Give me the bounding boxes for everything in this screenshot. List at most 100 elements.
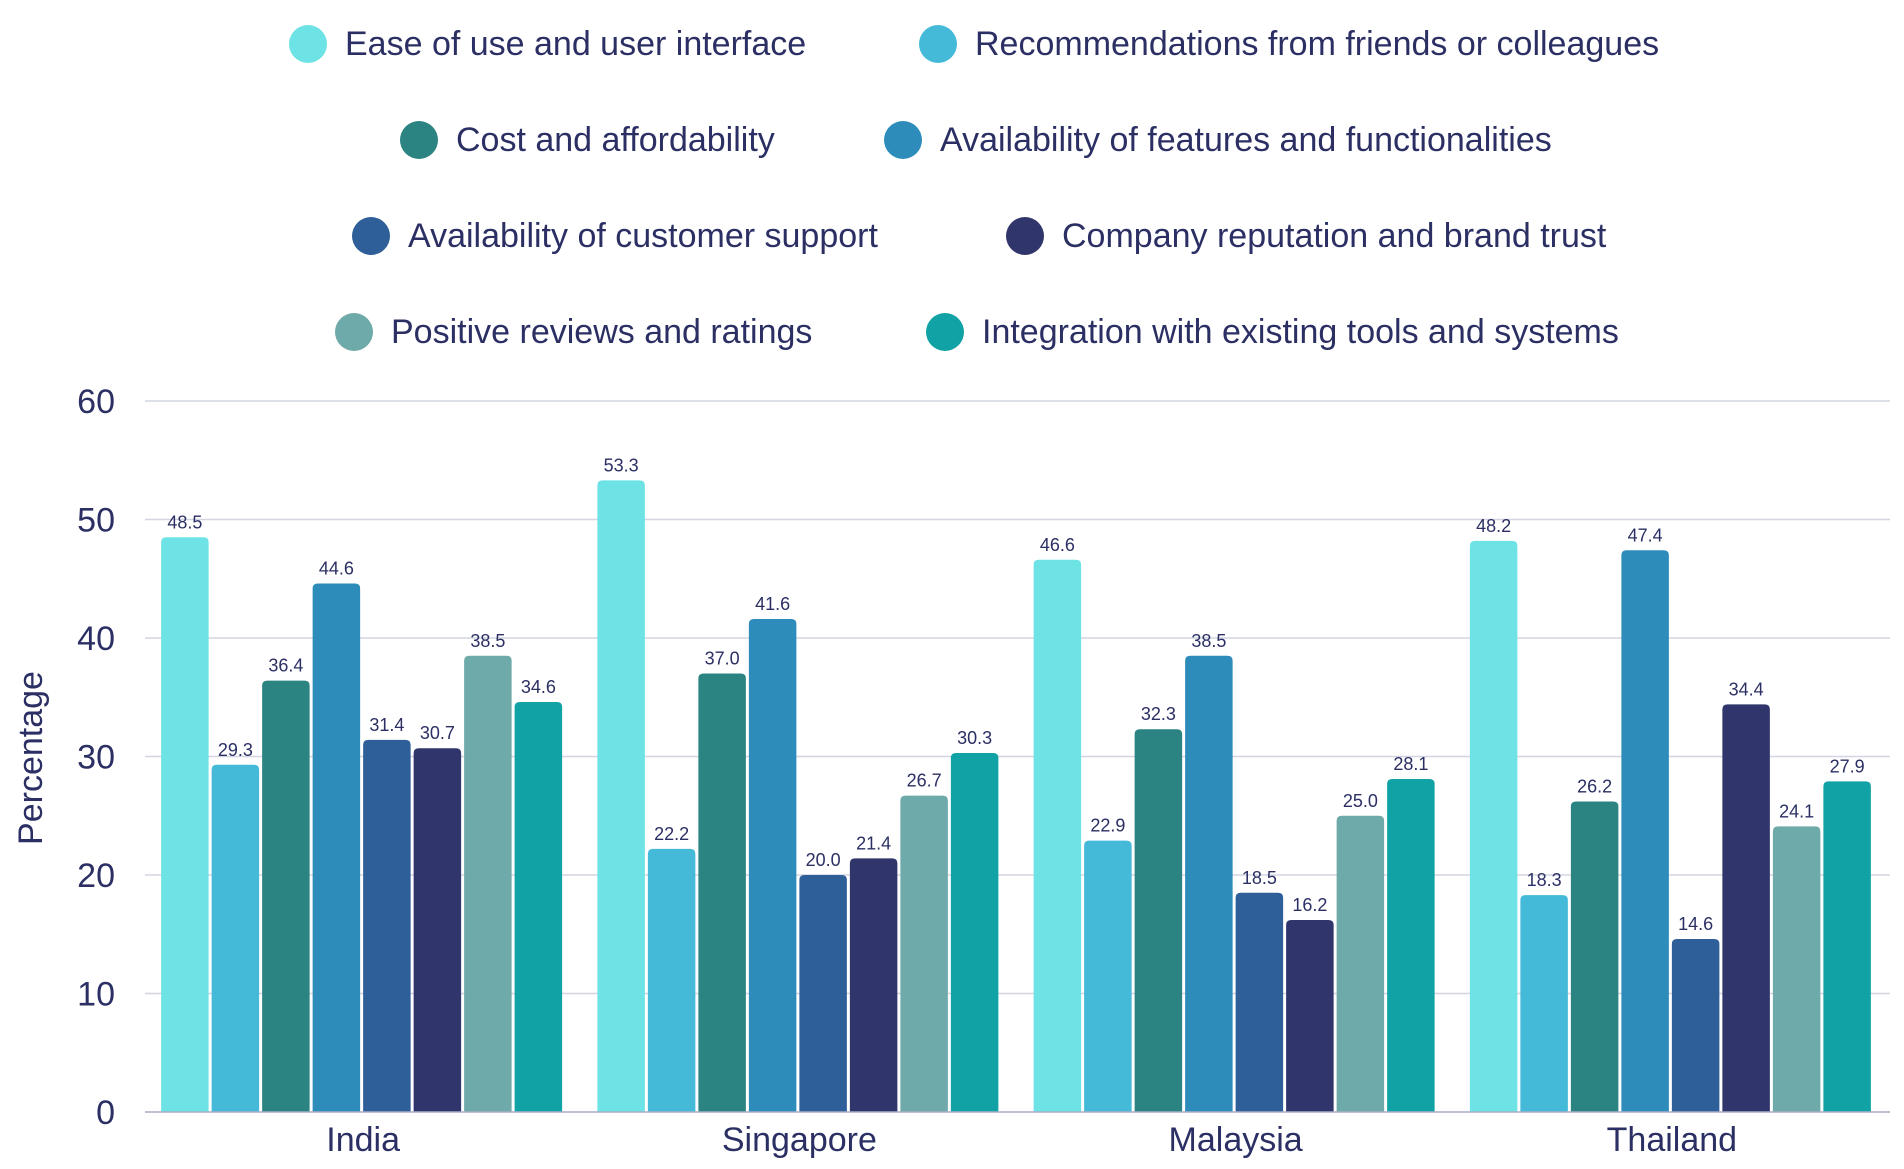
bar bbox=[363, 739, 411, 1112]
legend-item: Recommendations from friends or colleagu… bbox=[919, 25, 1659, 63]
bar bbox=[1185, 655, 1233, 1112]
legend-label: Availability of customer support bbox=[408, 217, 878, 255]
data-label: 46.6 bbox=[1040, 535, 1075, 555]
legend-label: Company reputation and brand trust bbox=[1062, 217, 1607, 255]
bar-group: 48.2 18.3 26.2 47.4 14.6 34.4 24.1 27.9 bbox=[1469, 516, 1871, 1112]
data-label: 25.0 bbox=[1343, 791, 1378, 811]
bar bbox=[698, 673, 746, 1112]
y-tick-label: 20 bbox=[77, 857, 115, 895]
bar bbox=[1387, 779, 1435, 1112]
bar bbox=[1286, 920, 1334, 1112]
legend-label: Availability of features and functionali… bbox=[940, 121, 1552, 159]
bar bbox=[1520, 895, 1568, 1112]
y-axis: 0 10 20 30 40 50 60 bbox=[77, 383, 115, 1132]
x-axis: India Singapore Malaysia Thailand bbox=[145, 1111, 1890, 1159]
bar bbox=[1823, 781, 1871, 1112]
bar bbox=[1671, 938, 1720, 1112]
bar bbox=[1772, 826, 1821, 1112]
legend-swatch bbox=[1006, 217, 1044, 255]
legend-swatch bbox=[926, 313, 964, 351]
data-label: 16.2 bbox=[1292, 895, 1327, 915]
data-label: 30.7 bbox=[420, 723, 455, 743]
bar bbox=[1235, 892, 1284, 1112]
y-tick-label: 30 bbox=[77, 739, 115, 777]
data-label: 32.3 bbox=[1141, 704, 1176, 724]
bar bbox=[1134, 729, 1183, 1112]
bar bbox=[413, 748, 462, 1112]
data-label: 34.4 bbox=[1729, 679, 1764, 699]
bar bbox=[464, 655, 512, 1112]
bar bbox=[1084, 840, 1132, 1112]
bar bbox=[950, 752, 999, 1112]
legend-item: Availability of features and functionali… bbox=[884, 121, 1552, 159]
legend-swatch bbox=[335, 313, 373, 351]
data-label: 47.4 bbox=[1628, 525, 1663, 545]
bar bbox=[1570, 801, 1619, 1112]
bar bbox=[900, 795, 948, 1112]
legend-item: Company reputation and brand trust bbox=[1006, 217, 1607, 255]
legend-label: Integration with existing tools and syst… bbox=[982, 313, 1619, 351]
legend-item: Availability of customer support bbox=[352, 217, 878, 255]
y-tick-label: 0 bbox=[96, 1094, 115, 1132]
bar bbox=[748, 619, 797, 1112]
bar-group: 46.6 22.9 32.3 38.5 18.5 16.2 25.0 28.1 bbox=[1033, 535, 1435, 1112]
x-tick-label: Singapore bbox=[722, 1121, 877, 1159]
bar bbox=[1336, 815, 1385, 1112]
y-axis-label: Percentage bbox=[12, 671, 50, 845]
bar bbox=[597, 480, 645, 1112]
data-label: 34.6 bbox=[521, 677, 556, 697]
x-tick-label: India bbox=[326, 1121, 400, 1159]
data-label: 24.1 bbox=[1779, 801, 1814, 821]
data-label: 26.2 bbox=[1577, 777, 1612, 797]
legend-swatch bbox=[289, 25, 327, 63]
data-label: 20.0 bbox=[806, 850, 841, 870]
data-label: 21.4 bbox=[856, 833, 891, 853]
legend-item: Integration with existing tools and syst… bbox=[926, 313, 1619, 351]
data-label: 28.1 bbox=[1393, 754, 1428, 774]
bar bbox=[514, 701, 563, 1112]
bar bbox=[211, 764, 260, 1112]
data-label: 41.6 bbox=[755, 594, 790, 614]
bar bbox=[161, 537, 209, 1112]
data-label: 29.3 bbox=[218, 740, 253, 760]
x-tick-label: Malaysia bbox=[1169, 1121, 1303, 1159]
bar bbox=[262, 680, 310, 1112]
legend-label: Cost and affordability bbox=[456, 121, 775, 159]
data-label: 18.3 bbox=[1527, 870, 1562, 890]
data-label: 14.6 bbox=[1678, 914, 1713, 934]
legend: Ease of use and user interface Recommenda… bbox=[289, 25, 1659, 351]
legend-swatch bbox=[884, 121, 922, 159]
data-label: 53.3 bbox=[604, 455, 639, 475]
data-label: 27.9 bbox=[1830, 756, 1865, 776]
data-label: 31.4 bbox=[369, 715, 404, 735]
bar bbox=[1033, 559, 1082, 1112]
bar bbox=[849, 858, 898, 1112]
x-tick-label: Thailand bbox=[1607, 1121, 1737, 1159]
data-label: 18.5 bbox=[1242, 868, 1277, 888]
legend-label: Ease of use and user interface bbox=[345, 25, 806, 63]
bar bbox=[799, 875, 847, 1112]
legend-item: Positive reviews and ratings bbox=[335, 313, 812, 351]
data-label: 22.2 bbox=[654, 824, 689, 844]
data-label: 22.9 bbox=[1090, 816, 1125, 836]
bar bbox=[1722, 704, 1770, 1112]
data-label: 38.5 bbox=[1191, 631, 1226, 651]
bar bbox=[1621, 550, 1669, 1112]
y-tick-label: 40 bbox=[77, 620, 115, 658]
bar-group: 53.3 22.2 37.0 41.6 20.0 21.4 26.7 30.3 bbox=[597, 455, 999, 1112]
data-label: 44.6 bbox=[319, 558, 354, 578]
legend-swatch bbox=[400, 121, 438, 159]
legend-item: Cost and affordability bbox=[400, 121, 775, 159]
data-label: 30.3 bbox=[957, 728, 992, 748]
y-tick-label: 60 bbox=[77, 383, 115, 421]
bar bbox=[312, 583, 361, 1112]
data-label: 48.5 bbox=[167, 512, 202, 532]
legend-swatch bbox=[352, 217, 390, 255]
y-tick-label: 50 bbox=[77, 502, 115, 540]
bar bbox=[647, 848, 696, 1112]
data-label: 36.4 bbox=[268, 656, 303, 676]
legend-swatch bbox=[919, 25, 957, 63]
legend-label: Recommendations from friends or colleagu… bbox=[975, 25, 1659, 63]
